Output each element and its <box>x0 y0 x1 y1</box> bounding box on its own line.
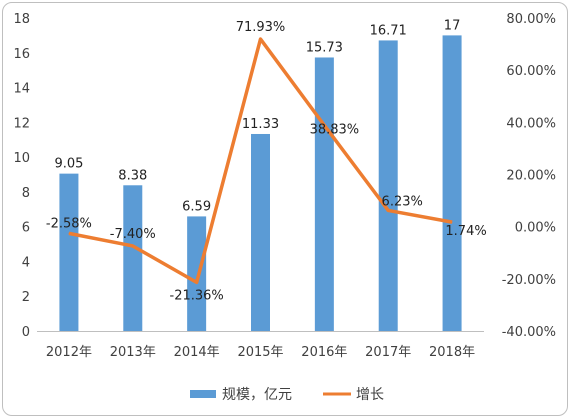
legend: 规模，亿元 增长 <box>190 387 384 403</box>
x-tick-label: 2017年 <box>365 345 411 360</box>
bar-data-label: 15.73 <box>306 40 343 55</box>
bar-data-label: 16.71 <box>370 23 407 38</box>
bar <box>123 185 143 331</box>
y-left-tick-label: 12 <box>13 116 30 131</box>
line-data-label: -21.36% <box>170 288 224 303</box>
line-point <box>260 38 261 40</box>
y-right-tick-label: -40.00% <box>502 325 556 340</box>
bar-data-label: 9.05 <box>54 157 83 172</box>
x-tick-label: 2013年 <box>110 345 156 360</box>
line-data-label: -2.58% <box>46 216 92 231</box>
line-point <box>387 209 389 211</box>
bar <box>187 216 207 331</box>
bar-data-label: 8.38 <box>118 168 147 183</box>
bar <box>251 133 270 331</box>
line-data-label: 71.93% <box>236 20 286 35</box>
x-tick-label: 2012年 <box>46 345 92 360</box>
line-point <box>451 221 453 223</box>
line-point <box>196 281 198 283</box>
y-left-tick-label: 18 <box>13 12 30 27</box>
line-data-label: 6.23% <box>382 194 423 209</box>
bar <box>378 40 398 331</box>
y-left-tick-label: 16 <box>13 47 30 62</box>
y-left-tick-label: 4 <box>22 255 30 270</box>
bar-data-label: 6.59 <box>182 199 211 214</box>
data-labels: 9.05 8.38 6.59 11.33 15.73 16.71 17 -2.58% -7.40… <box>46 18 487 303</box>
x-tick-label: 2016年 <box>301 345 347 360</box>
y-left-tick-label: 6 <box>22 221 30 236</box>
y-right-tick-label: 80.00% <box>506 12 556 27</box>
bar-data-label: 11.33 <box>242 117 279 132</box>
legend-line-label: 增长 <box>356 387 384 403</box>
bar <box>314 57 334 331</box>
line-data-label: 1.74% <box>445 224 486 239</box>
y-right-tick-label: 60.00% <box>506 64 556 79</box>
x-tick-label: 2015年 <box>237 345 283 360</box>
line-point <box>323 124 325 126</box>
y-right-tick-label: -20.00% <box>502 273 556 288</box>
legend-bar-swatch <box>190 390 216 398</box>
line-data-label: 38.83% <box>310 122 360 137</box>
bar <box>442 35 462 332</box>
line-point <box>132 245 134 247</box>
y-right-tick-label: 0.00% <box>515 221 556 236</box>
y-right-tick-label: 40.00% <box>506 116 556 131</box>
axes: 0 2 4 6 8 10 12 14 16 18 -40.00% -20.00% 0.00% 20.00%… <box>13 12 556 360</box>
y-right-tick-label: 20.00% <box>506 169 556 184</box>
y-left-tick-label: 8 <box>22 186 30 201</box>
bar-data-label: 17 <box>444 18 461 33</box>
y-left-tick-label: 14 <box>13 82 30 97</box>
bar-series <box>59 35 462 332</box>
line-series <box>68 37 453 285</box>
y-left-tick-label: 0 <box>22 325 30 340</box>
line-point <box>68 232 70 234</box>
y-left-tick-label: 10 <box>13 151 30 166</box>
bar <box>59 173 79 331</box>
x-tick-label: 2018年 <box>429 345 475 360</box>
legend-bar-label: 规模，亿元 <box>222 387 292 403</box>
line-data-label: -7.40% <box>110 227 156 242</box>
y-left-tick-label: 2 <box>22 290 30 305</box>
x-tick-label: 2014年 <box>174 345 220 360</box>
